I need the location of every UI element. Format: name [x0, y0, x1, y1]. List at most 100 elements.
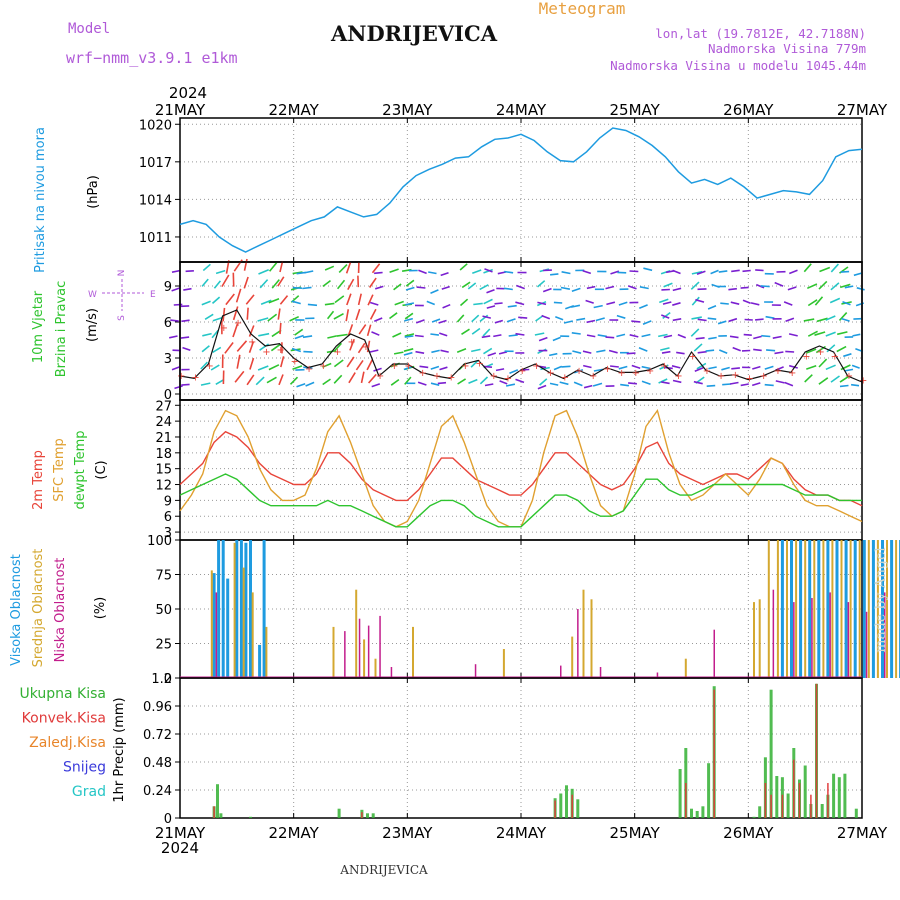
pressure-line [179, 127, 863, 253]
wind-arrow [694, 367, 704, 372]
wind-arrow [479, 376, 489, 385]
wind-arrow [672, 302, 681, 306]
wind-arrow [257, 365, 269, 371]
cloud-bar [847, 602, 850, 678]
wind-arrow [672, 269, 681, 275]
wind-arrow [708, 336, 717, 340]
wind-arrow [296, 383, 306, 388]
wind-arrow [560, 286, 571, 290]
wind-arrow [841, 317, 850, 322]
wind-arrow [830, 263, 839, 273]
wind-arrow [367, 294, 374, 306]
wind-arrow [807, 330, 818, 337]
wind-arrow [672, 287, 682, 292]
wind-arrow [627, 285, 637, 290]
wind-arrow [803, 318, 815, 322]
wind-arrow [766, 349, 776, 352]
wind-arrow [730, 301, 740, 305]
wind-arrow [268, 297, 280, 304]
wind-arrow [787, 286, 797, 291]
wind-arrow [461, 281, 471, 289]
wind-arrow [289, 376, 299, 385]
cloud-bar [390, 667, 393, 678]
wind-arrow [555, 316, 564, 321]
wind-arrow [181, 383, 190, 386]
wind-arrow [764, 383, 774, 387]
wind-gust-marker: + [689, 352, 697, 363]
wind-arrow [357, 342, 366, 354]
wind-arrow [642, 320, 652, 325]
wind-arrow [658, 333, 668, 338]
wind-arrow [483, 365, 493, 368]
wind-arrow [257, 317, 269, 322]
wind-arrow [414, 334, 424, 338]
wind-gust-marker: + [859, 376, 867, 387]
cloud-bar [871, 540, 875, 678]
wind-arrow [550, 273, 559, 276]
wind-arrow [573, 381, 583, 387]
wind-arrow [775, 380, 785, 384]
y-tick-label: 9 [164, 280, 172, 295]
precip-bar [827, 783, 829, 818]
wind-arrow [459, 298, 469, 307]
wind-arrow [232, 323, 239, 338]
wind-arrow [418, 269, 427, 275]
wind-gust-marker: + [831, 352, 839, 363]
precip-legend: Ukupna Kisa Konvek.Kisa Zaledj.Kisa Snijeg G… [19, 686, 106, 800]
wind-arrow [404, 376, 412, 385]
wind-gust-marker: + [220, 323, 228, 334]
wind-arrow [582, 269, 592, 275]
wind-arrow [690, 281, 700, 290]
wind-arrow [431, 318, 441, 323]
wind-arrow [818, 280, 828, 290]
wind-arrow [215, 378, 225, 385]
cloud-bar [813, 540, 816, 678]
wind-gust-marker: + [404, 361, 412, 372]
cloud-bar [363, 639, 366, 678]
wind-arrow [259, 343, 270, 351]
wind-arrow [784, 381, 794, 387]
wind-arrow [761, 334, 771, 338]
precip-bar [695, 811, 699, 818]
wind-arrow [785, 317, 795, 322]
wind-arrow [169, 335, 178, 339]
wind-arrow [322, 378, 331, 386]
wind-arrow [333, 359, 344, 368]
bottom-date-label: 21MAY [155, 824, 206, 842]
wind-arrow [345, 309, 350, 322]
wind-arrow [493, 334, 502, 338]
wind-arrow [717, 320, 727, 325]
wind-arrow [243, 276, 249, 289]
wind-arrow [255, 376, 265, 386]
wind-gust-marker: + [461, 361, 469, 372]
wind-arrow [563, 320, 573, 324]
bottom-date-label: 22MAY [269, 824, 320, 842]
cloud-bar [780, 540, 784, 678]
wind-arrow [788, 333, 798, 337]
y-tick-label: 25 [155, 638, 172, 653]
cloud-bar [835, 540, 839, 678]
precip-bar [249, 816, 252, 818]
precip-legend-item: Konvek.Kisa [22, 711, 106, 727]
wind-arrow [743, 333, 752, 336]
wind-arrow [751, 382, 761, 387]
wind-arrow [760, 285, 770, 288]
wind-arrow [518, 316, 528, 319]
wind-arrow [505, 383, 516, 387]
wind-arrow [245, 294, 255, 305]
cloud-bar [239, 540, 243, 678]
wind-arrow [181, 319, 190, 323]
wind-arrow [487, 352, 497, 357]
wind-arrow [183, 287, 192, 291]
wind-arrow [852, 333, 861, 337]
wind-arrow [224, 342, 234, 354]
wind-arrow [371, 383, 381, 388]
wind-arrow [561, 271, 571, 275]
wind-arrow [355, 308, 361, 321]
top-date-label: 27MAY [837, 101, 888, 119]
wind-arrow [660, 347, 670, 351]
wind-arrow [369, 301, 379, 306]
cloud-bar [249, 540, 252, 678]
y-tick-label: 100 [147, 534, 172, 549]
